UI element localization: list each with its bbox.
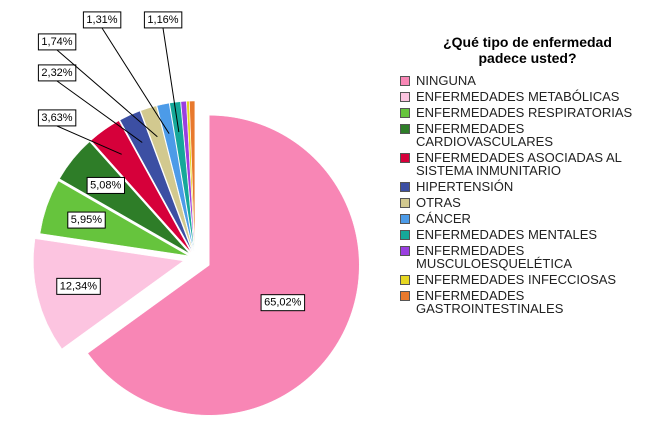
legend-item: ENFERMEDADES ASOCIADAS AL SISTEMA INMUNI… [400, 151, 649, 177]
pie-slice [119, 110, 193, 252]
label-box [56, 277, 101, 295]
data-label-text: 1,74% [41, 36, 72, 48]
legend-label: ENFERMEDADES ASOCIADAS AL SISTEMA INMUNI… [416, 150, 622, 178]
legend-label: CÁNCER [416, 211, 471, 226]
label-box [86, 176, 126, 194]
legend-label: ENFERMEDADES GASTROINTESTINALES [416, 288, 564, 316]
data-label-text: 65,02% [264, 297, 302, 309]
legend-item: ENFERMEDADES RESPIRATORIAS [400, 106, 649, 119]
pie-slice [189, 100, 196, 252]
legend-label: ENFERMEDADES MENTALES [416, 227, 598, 242]
legend-item: ENFERMEDADES METABÓLICAS [400, 90, 649, 103]
label-box [37, 109, 77, 127]
leader-line [56, 125, 122, 155]
pie-slice [87, 115, 360, 416]
legend-label: ENFERMEDADES METABÓLICAS [416, 89, 620, 104]
label-box [37, 33, 77, 51]
chart-title: ¿Qué tipo de enfermedad padece usted? [443, 34, 612, 66]
legend-item: ENFERMEDADES INFECCIOSAS [400, 273, 649, 286]
data-label: 1,74% [37, 33, 77, 51]
pie-slice [156, 102, 194, 252]
pie-slice [169, 101, 195, 252]
legend-item: NINGUNA [400, 74, 649, 87]
legend-item: ENFERMEDADES MENTALES [400, 228, 649, 241]
label-box [82, 11, 122, 29]
legend-swatch [400, 214, 410, 224]
legend-swatch [400, 198, 410, 208]
data-label: 5,08% [86, 176, 126, 194]
legend-swatch [400, 182, 410, 192]
legend-swatch [400, 76, 410, 86]
data-label-text: 1,16% [147, 14, 178, 26]
legend-label: NINGUNA [416, 73, 476, 88]
data-label-text: 5,95% [71, 214, 102, 226]
legend-swatch [400, 92, 410, 102]
data-label: 1,31% [82, 11, 122, 29]
label-box [143, 11, 183, 29]
legend-label: ENFERMEDADES CARDIOVASCULARES [416, 121, 554, 149]
data-label: 12,34% [56, 277, 101, 295]
legend-label: ENFERMEDADES MUSCULOESQUELÉTICA [416, 243, 573, 271]
data-label-text: 5,08% [90, 179, 121, 191]
leader-line [101, 27, 170, 134]
legend-item: CÁNCER [400, 212, 649, 225]
legend-swatch [400, 153, 410, 163]
legend-item: ENFERMEDADES CARDIOVASCULARES [400, 122, 649, 148]
legend-swatch [400, 291, 410, 301]
data-label-text: 2,32% [41, 67, 72, 79]
legend-swatch [400, 246, 410, 256]
pie-slice [33, 238, 184, 350]
legend-swatch [400, 230, 410, 240]
data-label: 1,16% [143, 11, 183, 29]
legend: NINGUNA ENFERMEDADES METABÓLICAS ENFERMEDA… [400, 74, 649, 318]
legend-item: ENFERMEDADES MUSCULOESQUELÉTICA [400, 244, 649, 270]
legend-label: ENFERMEDADES RESPIRATORIAS [416, 105, 633, 120]
legend-item: ENFERMEDADES GASTROINTESTINALES [400, 289, 649, 315]
label-box [37, 64, 77, 82]
pie-slice [59, 141, 190, 254]
data-label: 5,95% [67, 211, 106, 229]
data-label-text: 1,31% [86, 14, 117, 26]
data-label: 65,02% [260, 294, 306, 312]
label-box [67, 211, 106, 229]
legend-item: HIPERTENSIÓN [400, 180, 649, 193]
data-label-text: 12,34% [60, 280, 98, 292]
leader-line [56, 49, 158, 138]
data-label: 3,63% [37, 109, 77, 127]
data-label: 2,32% [37, 64, 77, 82]
legend-swatch [400, 108, 410, 118]
pie-slice [140, 105, 194, 252]
legend-label: HIPERTENSIÓN [416, 179, 514, 194]
data-label-text: 3,63% [41, 112, 72, 124]
label-box [260, 294, 306, 312]
leader-line [162, 27, 180, 133]
legend-swatch [400, 275, 410, 285]
legend-swatch [400, 124, 410, 134]
leader-line [56, 80, 143, 143]
pie-slice [39, 180, 189, 256]
legend-label: ENFERMEDADES INFECCIOSAS [416, 272, 617, 287]
legend-item: OTRAS [400, 196, 649, 209]
legend-label: OTRAS [416, 195, 461, 210]
